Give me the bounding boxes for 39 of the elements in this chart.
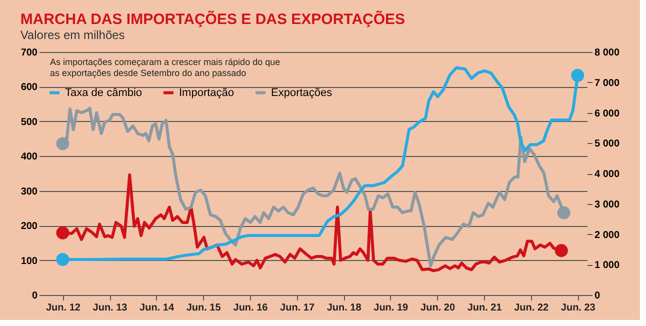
x-tick-label: Jun. 16 <box>233 302 268 314</box>
point <box>56 137 70 150</box>
x-tick-label: Jun. 19 <box>374 302 409 314</box>
x-tick-label: Jun. 14 <box>140 302 174 314</box>
y-tick-label: 200 <box>20 221 38 232</box>
chart-title: MARCHA DAS IMPORTAÇÕES E DAS EXPORTAÇÕES <box>20 10 406 28</box>
y-tick-label: 500 <box>20 116 38 128</box>
y2-tick-label: 5 000 <box>594 138 620 150</box>
x-tick-label: Jun. 23 <box>560 302 596 314</box>
y2-tick-label: 0 <box>594 290 600 302</box>
y2-tick-label: 6 000 <box>594 108 620 120</box>
legend-label: Exportações <box>271 86 333 99</box>
y2-tick-label: 8 000 <box>594 48 620 58</box>
legend-label: Taxa de câmbio <box>65 86 142 99</box>
y-tick-label: 400 <box>20 152 38 163</box>
legend-label: Importação <box>179 86 234 99</box>
x-tick-label: Jun. 12 <box>46 302 81 314</box>
x-tick-label: Jun. 17 <box>280 302 315 314</box>
y-tick-label: 300 <box>20 186 38 198</box>
y-tick-label: 0 <box>32 290 38 302</box>
y2-tick-label: 2 000 <box>594 230 620 241</box>
y-tick-label: 700 <box>20 48 38 58</box>
y2-tick-label: 1 000 <box>594 260 620 272</box>
y2-tick-label: 4 000 <box>594 169 620 180</box>
y-tick-label: 600 <box>20 82 38 94</box>
x-tick-label: Jun. 21 <box>467 302 502 314</box>
x-tick-label: Jun. 18 <box>326 302 362 314</box>
point <box>56 226 70 240</box>
y-tick-label: 100 <box>20 256 38 267</box>
x-tick-label: Jun. 22 <box>514 302 550 314</box>
x-tick-label: Jun. 20 <box>420 302 456 314</box>
annotation: As importações começaram a crescer mais rápido do que as exportações desde Setembro do ano passado <box>50 57 280 78</box>
point <box>557 206 570 220</box>
x-tick-label: Jun. 13 <box>92 302 128 314</box>
y2-tick-label: 7 000 <box>594 78 620 89</box>
y2-tick-label: 3 000 <box>594 199 620 210</box>
chart-subtitle: Valores em milhões <box>20 28 125 42</box>
x-tick-label: Jun. 15 <box>186 302 222 314</box>
point <box>554 244 568 258</box>
